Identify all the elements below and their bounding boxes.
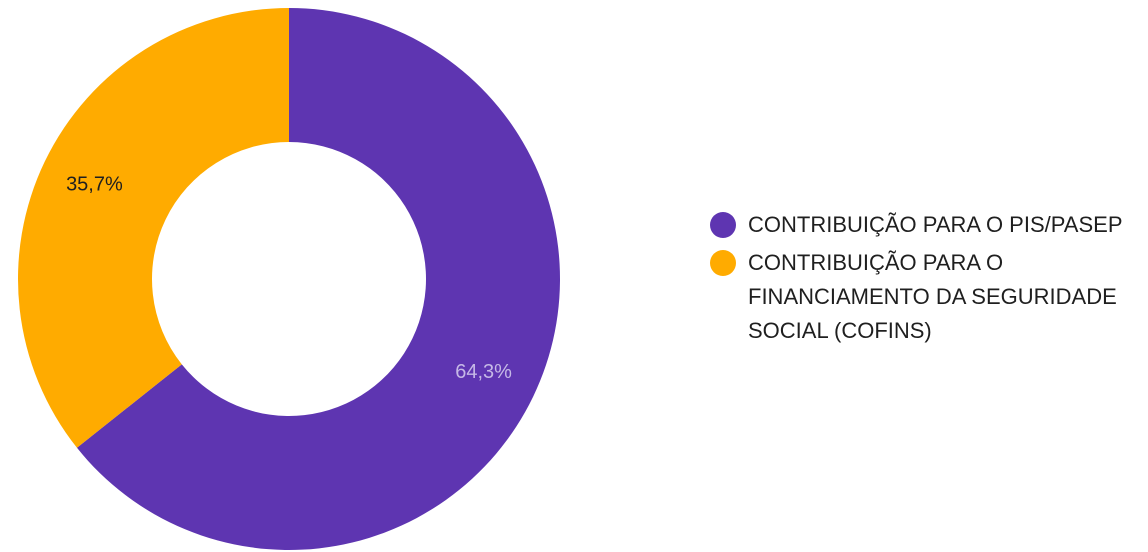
data-label-cofins: 35,7% — [66, 173, 123, 195]
donut-slice-cofins[interactable] — [17, 8, 289, 448]
data-label-pis-pasep: 64,3% — [455, 361, 512, 383]
legend-label-cofins: CONTRIBUIÇÃO PARA O FINANCIAMENTO DA SEG… — [748, 250, 1117, 343]
donut-chart-plot: 64,3% 35,7% — [17, 8, 560, 550]
legend-swatch-pis-pasep — [710, 212, 736, 238]
donut-slice-pis-pasep[interactable] — [76, 8, 560, 550]
legend-item-pis-pasep[interactable]: CONTRIBUIÇÃO PARA O PIS/PASEP — [710, 208, 1146, 242]
legend-item-cofins[interactable]: CONTRIBUIÇÃO PARA O FINANCIAMENTO DA SEG… — [710, 246, 1146, 348]
legend-label-pis-pasep: CONTRIBUIÇÃO PARA O PIS/PASEP — [748, 212, 1123, 237]
chart-legend: CONTRIBUIÇÃO PARA O PIS/PASEP CONTRIBUIÇ… — [710, 208, 1146, 352]
legend-swatch-cofins — [710, 250, 736, 276]
